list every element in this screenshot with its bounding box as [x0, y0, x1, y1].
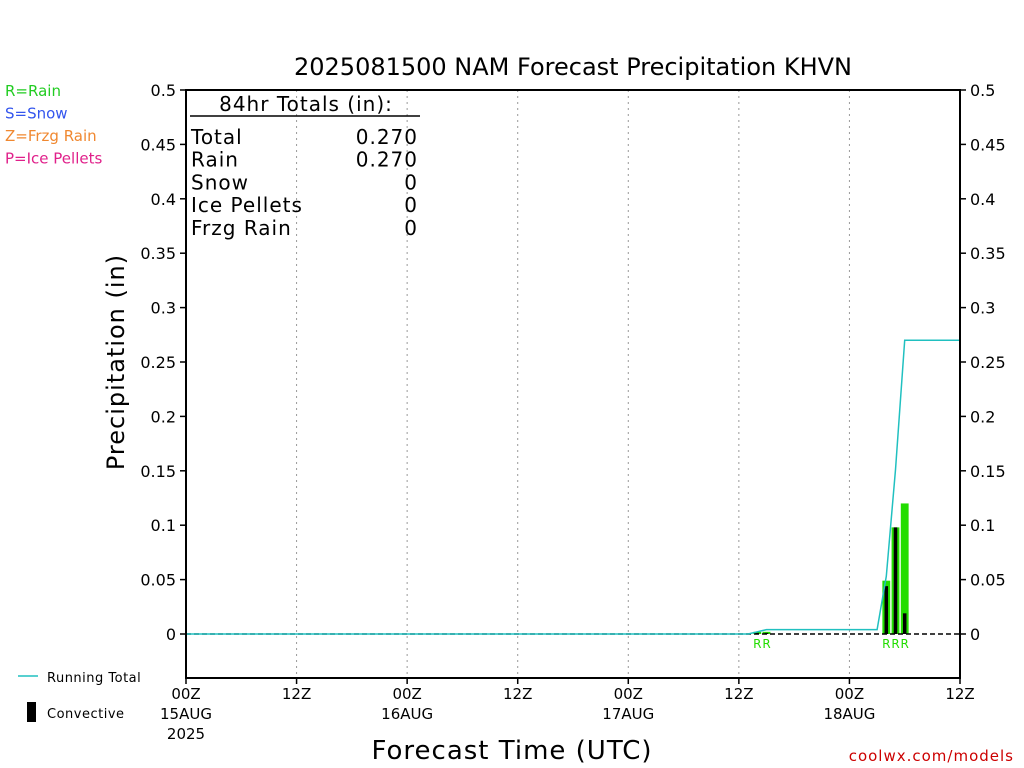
watermark: coolwx.com/models — [849, 747, 1014, 765]
totals-label: Total — [190, 125, 243, 149]
legend-label: Convective — [47, 707, 125, 722]
precip-bar — [900, 503, 909, 634]
bottom-legend: Running Total Convective — [18, 671, 141, 722]
legend-label: Running Total — [47, 671, 141, 686]
precip-type-marker: R — [753, 637, 761, 651]
y-tick-label-right: 0.1 — [970, 516, 995, 535]
y-axis-right-ticks: 0 0.05 0.1 0.15 0.2 0.25 0.3 0.35 0.4 0.45 0.5 — [960, 81, 1006, 644]
totals-label: Rain — [191, 148, 239, 172]
y-tick-label-right: 0.15 — [970, 462, 1006, 481]
y-tick-label-right: 0.25 — [970, 353, 1006, 372]
x-tick-label: 00Z — [171, 685, 200, 703]
y-tick-label-right: 0.35 — [970, 244, 1006, 263]
y-tick-label-right: 0.45 — [970, 135, 1006, 154]
x-tick-date: 16AUG — [381, 705, 433, 723]
x-tick-label: 00Z — [614, 685, 643, 703]
y-axis-left-ticks: 0 0.05 0.1 0.15 0.2 0.25 0.3 0.35 0.4 0.45 0.5 — [140, 81, 186, 644]
precip-type-marker: R — [762, 637, 770, 651]
totals-label: Snow — [191, 170, 249, 194]
x-tick-label: 12Z — [503, 685, 532, 703]
totals-value: 0.270 — [356, 125, 418, 149]
y-tick-label-left: 0.25 — [140, 353, 176, 372]
y-tick-label-left: 0.35 — [140, 244, 176, 263]
type-legend-item: P=Ice Pellets — [5, 150, 102, 168]
precip-type-legend: R=Rain S=Snow Z=Frzg Rain P=Ice Pellets — [5, 82, 102, 168]
totals-value: 0 — [404, 216, 418, 240]
precip-type-marker: R — [891, 637, 899, 651]
totals-value: 0.270 — [356, 148, 418, 172]
totals-header: 84hr Totals (in): — [219, 92, 393, 116]
totals-box: 84hr Totals (in): Total 0.270 Rain 0.270 Snow… — [190, 92, 420, 240]
convective-bar — [902, 613, 907, 634]
convective-bar — [884, 586, 889, 634]
x-tick-label: 12Z — [724, 685, 753, 703]
y-tick-label-left: 0.3 — [151, 299, 176, 318]
y-tick-label-left: 0.45 — [140, 135, 176, 154]
type-legend-item: R=Rain — [5, 82, 61, 100]
y-tick-label-right: 0 — [970, 625, 980, 644]
plot-frame — [185, 89, 961, 679]
totals-value: 0 — [404, 193, 418, 217]
chart-title: 2025081500 NAM Forecast Precipitation KH… — [294, 53, 852, 81]
totals-label: Ice Pellets — [191, 193, 303, 217]
y-tick-label-right: 0.2 — [970, 407, 995, 426]
legend-bar-swatch — [27, 702, 36, 722]
x-axis-label: Forecast Time (UTC) — [371, 736, 652, 766]
precip-bars — [753, 503, 909, 634]
y-tick-label-left: 0.2 — [151, 407, 176, 426]
y-tick-label-right: 0.5 — [970, 81, 995, 100]
y-tick-label-left: 0.05 — [140, 571, 176, 590]
x-axis-ticks: 00Z 15AUG 2025 12Z 00Z 16AUG 12Z 00Z 17AUG 12Z 00Z… — [160, 678, 975, 743]
y-tick-label-left: 0.1 — [151, 516, 176, 535]
y-tick-label-right: 0.3 — [970, 299, 995, 318]
x-tick-year: 2025 — [167, 725, 205, 743]
x-tick-label: 00Z — [835, 685, 864, 703]
x-tick-label: 12Z — [282, 685, 311, 703]
y-axis-label: Precipitation (in) — [102, 254, 130, 470]
y-tick-label-left: 0 — [166, 625, 176, 644]
precip-type-marker: R — [901, 637, 909, 651]
x-tick-date: 17AUG — [602, 705, 654, 723]
convective-bar — [893, 527, 898, 634]
type-legend-item: Z=Frzg Rain — [5, 127, 97, 145]
y-tick-label-right: 0.4 — [970, 190, 995, 209]
precip-type-marker: R — [882, 637, 890, 651]
x-tick-date: 18AUG — [823, 705, 875, 723]
y-tick-label-right: 0.05 — [970, 571, 1006, 590]
type-legend-item: S=Snow — [5, 105, 68, 123]
x-tick-label: 00Z — [392, 685, 421, 703]
y-tick-label-left: 0.5 — [151, 81, 176, 100]
x-tick-date: 15AUG — [160, 705, 212, 723]
x-tick-label: 12Z — [945, 685, 974, 703]
y-tick-label-left: 0.15 — [140, 462, 176, 481]
y-tick-label-left: 0.4 — [151, 190, 176, 209]
running-total-line — [186, 339, 960, 635]
grid-lines — [296, 90, 850, 678]
totals-label: Frzg Rain — [191, 216, 292, 240]
totals-value: 0 — [404, 170, 418, 194]
